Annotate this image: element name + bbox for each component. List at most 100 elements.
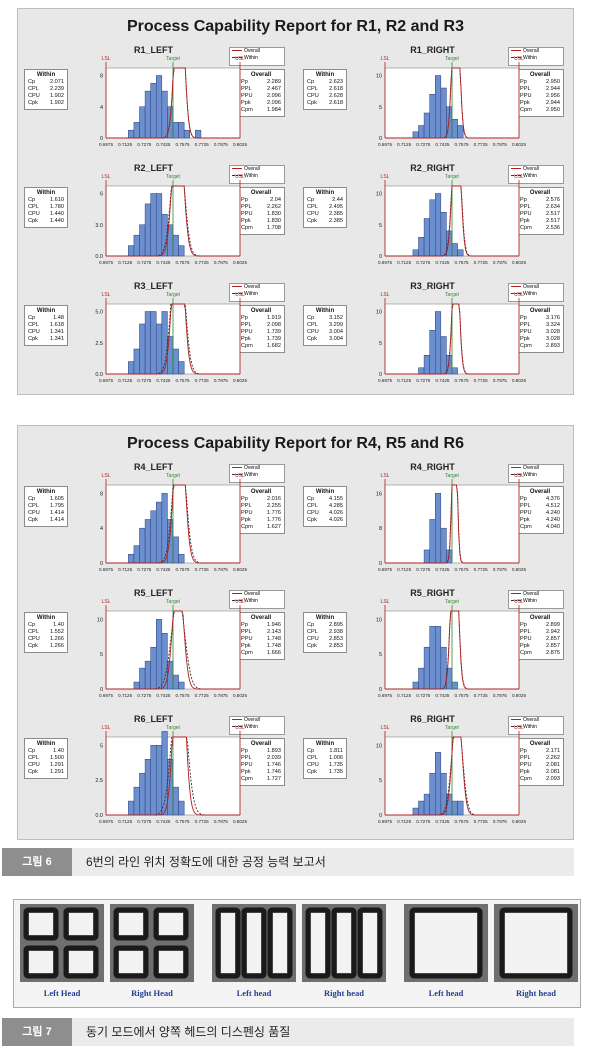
dispensing-pattern-image: [494, 904, 578, 982]
stat-value: 2.517: [546, 211, 560, 217]
histogram-chart: LSL USL Target 10 5 0 0.6975 0.7125 0.7275 0.7425…: [361, 172, 527, 270]
stat-label: CPL: [307, 86, 318, 92]
chart-legend: Overall Within: [508, 464, 564, 483]
stat-row: Ppk 1.830: [241, 218, 281, 225]
stat-row: CPL 4.285: [307, 503, 343, 510]
within-header: Within: [315, 72, 335, 78]
overall-header: Overall: [250, 72, 272, 78]
within-stats-box: Within Cp 2.623 CPL 2.618 CPU 2.628 Cpk 2.618: [303, 69, 347, 110]
stat-row: CPU 2.628: [307, 93, 343, 100]
overall-stats-box: Overall Pp 2.171 PPL 2.262 PPU 2.081 Ppk 2.081 Cp…: [516, 738, 564, 786]
overall-curve: [106, 67, 240, 139]
legend-overall: Overall: [511, 591, 563, 598]
capability-chart-r4_left: R4_LEFT Overall Within Within Cp 1.605 CPL 1.79…: [22, 462, 285, 584]
dispensing-photo: [212, 904, 296, 982]
legend-overall: Overall: [511, 717, 563, 724]
stat-row: CPL 2.618: [307, 86, 343, 93]
overall-curve: [385, 67, 519, 139]
stat-label: PPL: [520, 86, 531, 92]
stat-value: 2.875: [546, 650, 560, 656]
stat-label: Cpm: [520, 650, 532, 656]
stat-row: Cp 2.623: [307, 79, 343, 86]
stat-value: 4.026: [329, 510, 343, 516]
histogram-svg: LSL USL Target 10 5 00.6975 0.7125 0.7275 0.7425…: [376, 599, 527, 698]
stat-label: PPU: [520, 329, 532, 335]
x-tick-label: 0.7575: [455, 378, 469, 383]
stat-row: Cpk 2.385: [307, 218, 343, 225]
stat-label: Pp: [241, 315, 248, 321]
stat-value: 1.946: [267, 622, 281, 628]
legend-overall-label: Overall: [523, 48, 539, 54]
stat-value: 1.984: [267, 107, 281, 113]
stat-label: Pp: [241, 197, 248, 203]
stat-value: 2.857: [546, 636, 560, 642]
target-label: Target: [166, 292, 181, 298]
photo-label: Left Head: [43, 988, 81, 998]
stat-row: Pp 1.893: [241, 748, 281, 755]
stat-value: 2.938: [329, 629, 343, 635]
stat-row: CPL 1.780: [28, 204, 64, 211]
histogram-bar: [440, 87, 447, 139]
x-tick-label: 0.6975: [99, 567, 113, 572]
histogram-bar: [435, 493, 442, 564]
stat-row: Ppk 2.096: [241, 100, 281, 107]
x-tick-label: 0.6975: [378, 378, 392, 383]
histogram-bar: [435, 311, 442, 375]
y-tick-label: 5: [379, 341, 382, 347]
x-tick-label: 0.7125: [118, 693, 132, 698]
y-tick-label: 0: [100, 561, 103, 567]
x-tick-label: 0.6975: [378, 693, 392, 698]
stat-value: 2.893: [546, 343, 560, 349]
stat-label: PPL: [241, 755, 252, 761]
histogram-bar: [418, 667, 425, 690]
target-label: Target: [445, 725, 460, 731]
y-tick-label: 0: [100, 136, 103, 142]
histogram-chart: LSL USL Target 10 5 0 0.6975 0.7125 0.7275 0.7425…: [82, 597, 248, 703]
capability-chart-r3_right: R3_RIGHT Overall Within Within Cp 3.152 CPL 3.2…: [301, 281, 564, 395]
target-label: Target: [445, 56, 460, 62]
x-tick-label: 0.7875: [493, 142, 507, 147]
stat-label: Cp: [307, 197, 315, 203]
stat-value: 1.552: [50, 629, 64, 635]
histogram-bar: [451, 681, 458, 690]
legend-within: Within: [232, 598, 284, 605]
stat-label: PPU: [520, 636, 532, 642]
within-stats-box: Within Cp 4.155 CPL 4.285 CPU 4.026 Cpk 4.026: [303, 486, 347, 527]
stat-value: 2.944: [546, 86, 560, 92]
stat-value: 1.748: [267, 636, 281, 642]
report-title: Process Capability Report for R1, R2 and…: [127, 18, 464, 35]
stat-row: Cpk 1.341: [28, 336, 64, 343]
legend-within-label: Within: [523, 598, 537, 604]
x-tick-label: 0.6975: [378, 142, 392, 147]
stat-value: 1.830: [267, 218, 281, 224]
stat-label: Cpm: [520, 524, 532, 530]
stat-value: 1.291: [50, 762, 64, 768]
overall-line-swatch: [232, 467, 242, 469]
overall-header: Overall: [529, 741, 551, 747]
stat-label: Cpm: [520, 225, 532, 231]
histogram-bar: [451, 243, 458, 257]
x-tick-label: 0.7875: [214, 142, 228, 147]
overall-header: Overall: [529, 489, 551, 495]
stat-label: CPU: [28, 329, 40, 335]
stat-label: Cpm: [520, 776, 532, 782]
histogram-svg: LSL USL Target 16 8 00.6975 0.7125 0.7275 0.7425…: [376, 473, 527, 572]
chart-legend: Overall Within: [508, 590, 564, 609]
usl-label: USL: [235, 473, 245, 479]
stat-value: 4.376: [546, 496, 560, 502]
stat-label: PPL: [520, 755, 531, 761]
y-tick-label: 0: [379, 813, 382, 819]
stat-value: 1.610: [50, 197, 64, 203]
overall-line-swatch: [232, 50, 242, 52]
stat-label: Pp: [241, 622, 248, 628]
histogram-bar: [133, 122, 140, 139]
stat-row: Cpk 1.902: [28, 100, 64, 107]
within-line-swatch: [511, 726, 521, 728]
stat-label: Cpk: [28, 218, 38, 224]
stat-row: CPL 2.938: [307, 629, 343, 636]
histogram-bar: [156, 323, 163, 375]
stat-value: 2.618: [329, 100, 343, 106]
stat-value: 2.623: [329, 79, 343, 85]
overall-curve: [385, 484, 519, 564]
stat-label: Cpk: [28, 100, 38, 106]
